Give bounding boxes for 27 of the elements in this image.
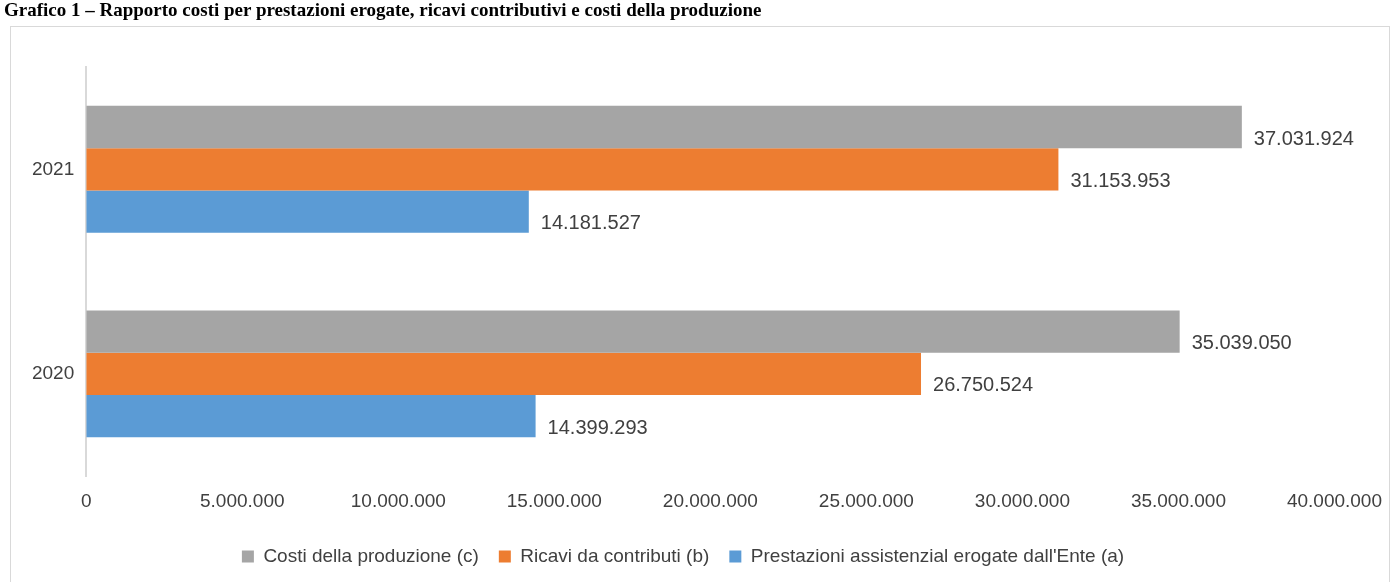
data-label: 35.039.050 [1191,331,1292,354]
x-tick-label: 30.000.000 [974,489,1070,511]
legend-label: Prestazioni assistenzial erogate dall'Ente (a) [750,544,1125,566]
x-tick-label: 25.000.000 [818,489,914,511]
chart-title: Grafico 1 – Rapporto costi per prestazioni erogate, ricavi contributivi e costi della produzione [3,0,763,22]
legend-label: Costi della produzione (c) [263,544,479,566]
x-tick-label: 10.000.000 [350,489,446,511]
x-tick-label: 20.000.000 [662,489,758,511]
x-tick-label: 5.000.000 [200,489,285,511]
x-tick-label: 35.000.000 [1130,489,1226,511]
data-label: 14.399.293 [547,415,648,438]
bar [86,395,536,438]
bar [86,310,1180,353]
bar [86,352,922,396]
y-tick-label: 2020 [31,362,75,384]
data-label: 37.031.924 [1253,126,1354,149]
legend-label: Ricavi da contributi (b) [520,544,710,566]
x-tick-label: 0 [80,489,92,511]
bar [86,105,1242,149]
data-label: 26.750.524 [933,373,1034,396]
y-tick-label: 2021 [31,157,75,179]
x-tick-label: 15.000.000 [506,489,602,511]
data-label: 31.153.953 [1070,168,1171,191]
x-tick-label: 40.000.000 [1286,489,1382,511]
bar [86,190,529,233]
bar [86,148,1059,191]
data-label: 14.181.527 [540,211,641,234]
